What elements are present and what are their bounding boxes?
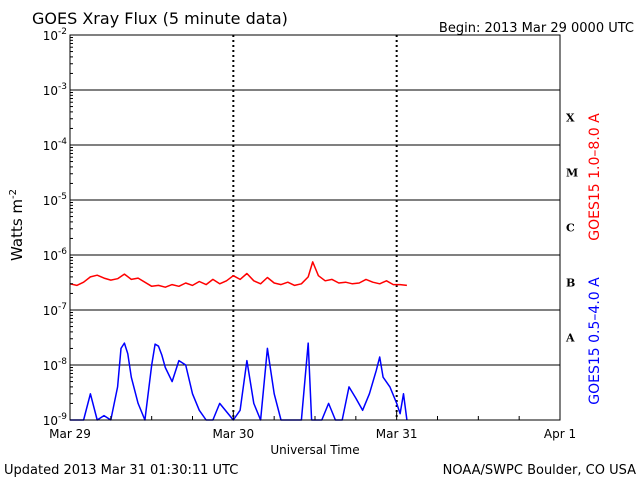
agency-credit: NOAA/SWPC Boulder, CO USA <box>443 463 636 478</box>
y-tick-base: 10 <box>43 194 58 208</box>
chart-title: GOES Xray Flux (5 minute data) <box>32 9 288 28</box>
y-tick-label: 10-9 <box>43 412 68 428</box>
y-axis-label-base: Watts m <box>8 199 26 261</box>
flare-class-label: M <box>566 167 578 180</box>
y-tick-exponent: -2 <box>58 27 67 37</box>
x-tick-label: Apr 1 <box>544 427 576 441</box>
y-tick-label: 10-8 <box>43 357 68 373</box>
x-tick-label: Mar 31 <box>376 427 418 441</box>
plot-frame <box>69 34 561 421</box>
y-axis-label: Watts m-2 <box>8 189 26 261</box>
y-axis-label-exp: -2 <box>8 189 19 199</box>
y-tick-base: 10 <box>43 29 58 43</box>
flare-class-label: A <box>565 332 575 345</box>
y-tick-base: 10 <box>43 139 58 153</box>
y-tick-exponent: -4 <box>58 137 67 147</box>
y-tick-exponent: -8 <box>58 357 67 367</box>
x-tick-label: Mar 30 <box>212 427 254 441</box>
short-channel-series-line <box>70 342 408 421</box>
grid <box>70 35 560 420</box>
y-tick-label: 10-6 <box>43 247 68 263</box>
y-tick-label: 10-2 <box>43 27 67 43</box>
y-tick-exponent: -5 <box>58 192 67 202</box>
legend-long-channel: GOES15 1.0–8.0 A <box>587 113 603 241</box>
flare-class-label: B <box>566 277 575 290</box>
y-tick-label: 10-3 <box>43 82 67 98</box>
flare-class-label: X <box>566 112 575 125</box>
y-tick-exponent: -7 <box>58 302 67 312</box>
y-tick-label: 10-7 <box>43 302 67 318</box>
plot-area <box>69 261 408 421</box>
y-tick-base: 10 <box>43 304 58 318</box>
y-tick-base: 10 <box>43 84 58 98</box>
flare-class-label: C <box>566 222 575 235</box>
updated-time: Updated 2013 Mar 31 01:30:11 UTC <box>4 463 238 478</box>
begin-time: Begin: 2013 Mar 29 0000 UTC <box>439 21 634 36</box>
x-tick-label: Mar 29 <box>49 427 91 441</box>
y-tick-label: 10-4 <box>43 137 68 153</box>
y-tick-base: 10 <box>43 249 58 263</box>
y-tick-exponent: -9 <box>58 412 67 422</box>
y-tick-base: 10 <box>43 414 58 428</box>
y-tick-exponent: -3 <box>58 82 67 92</box>
y-axis-ticks: 10-210-310-410-510-610-710-810-9 <box>43 27 76 428</box>
x-axis-ticks: Mar 29 Mar 30 Mar 31 Apr 1 <box>49 412 576 441</box>
y-tick-base: 10 <box>43 359 58 373</box>
flare-class-labels: X M C B A <box>565 112 578 345</box>
x-axis-label: Universal Time <box>270 443 359 457</box>
y-tick-exponent: -6 <box>58 247 67 257</box>
y-tick-label: 10-5 <box>43 192 67 208</box>
long-channel-series-line <box>69 261 407 288</box>
legend-short-channel: GOES15 0.5–4.0 A <box>587 277 603 405</box>
